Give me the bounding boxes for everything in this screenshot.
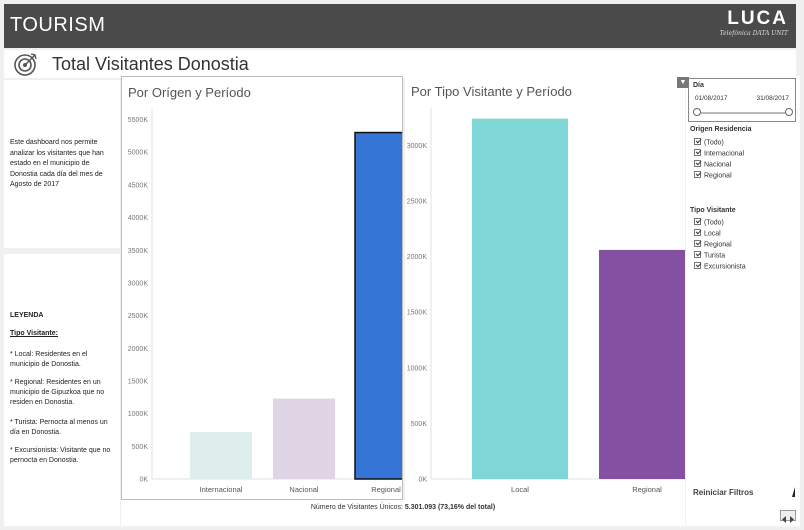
footer-value: 5.301.093 (73,16% del total) [404, 504, 496, 511]
y-tick-label: 1500K [128, 378, 149, 385]
y-tick-label: 4500K [128, 182, 149, 189]
pager-nav-icon[interactable] [780, 510, 796, 523]
y-tick-label: 500K [132, 444, 149, 451]
checkbox-icon[interactable] [694, 160, 701, 167]
brand-name: LUCA [727, 8, 788, 29]
legend-item-turista: * Turista: Pernocta al menos un día en D… [10, 419, 108, 436]
y-tick-label: 500K [411, 421, 428, 428]
x-tick-label: Regional [371, 485, 401, 494]
date-slider-start-handle[interactable] [693, 108, 701, 116]
option-label: (Todo) [704, 139, 724, 147]
y-tick-label: 0K [139, 477, 148, 484]
y-tick-label: 3500K [128, 248, 149, 255]
app-header: TOURISM LUCA Telefónica DATA UNIT [4, 4, 796, 48]
y-tick-label: 0K [418, 477, 427, 484]
page-title: Total Visitantes Donostia [52, 54, 249, 74]
y-tick-label: 2500K [128, 313, 149, 320]
tipo-option-regional[interactable]: Regional [694, 240, 732, 251]
x-tick-label: Internacional [200, 485, 243, 494]
option-label: Excursionista [704, 263, 746, 271]
y-tick-label: 1500K [407, 310, 428, 317]
x-tick-label: Nacional [289, 485, 319, 494]
title-row: Total Visitantes Donostia [4, 50, 796, 78]
legend-subtitle: Tipo Visitante: [10, 330, 58, 337]
origen-option-nacional[interactable]: Nacional [694, 160, 732, 171]
checkbox-icon[interactable] [694, 229, 701, 236]
reset-filters-button[interactable]: Reiniciar Filtros [693, 488, 754, 497]
date-filter-label: Día [693, 82, 704, 89]
tipo-option-turista[interactable]: Turista [694, 251, 726, 262]
checkbox-icon[interactable] [694, 218, 701, 225]
legend-item-local: * Local: Residentes en el municipio de D… [10, 351, 88, 368]
chart-origen: Por Orígen y Período 0K 500K 1000K 1500K 200… [121, 76, 403, 500]
tipo-option-excursionista[interactable]: Excursionista [694, 262, 746, 273]
tipo-filter-label: Tipo Visitante [690, 207, 736, 214]
checkbox-icon[interactable] [694, 262, 701, 269]
checkbox-icon[interactable] [694, 251, 701, 258]
bar-local[interactable] [472, 118, 568, 479]
date-slider-track[interactable] [695, 112, 789, 114]
y-tick-label: 2500K [407, 198, 428, 205]
y-tick-label: 1000K [407, 365, 428, 372]
origen-option-internacional[interactable]: Internacional [694, 149, 745, 160]
origen-option-todo[interactable]: (Todo) [694, 138, 724, 149]
y-tick-label: 3000K [407, 143, 428, 150]
date-filter: ▼ Día 01/08/2017 31/08/2017 [677, 77, 796, 122]
origen-option-regional[interactable]: Regional [694, 171, 732, 182]
footer-summary: Número de Visitantes Únicos: 5.301.093 (… [121, 504, 685, 511]
option-label: Turista [704, 252, 726, 260]
tipo-option-todo[interactable]: (Todo) [694, 218, 724, 229]
checkbox-icon[interactable] [694, 171, 701, 178]
chart-tipo: Por Tipo Visitante y Período 0K 500K 1000K… [405, 76, 685, 500]
footer-label: Número de Visitantes Únicos: [310, 504, 403, 511]
app-title: TOURISM [10, 14, 106, 36]
legend-item-regional: * Regional: Residentes en un municipio d… [10, 379, 105, 406]
tipo-option-local[interactable]: Local [694, 229, 721, 240]
y-tick-label: 4000K [128, 215, 149, 222]
bar-regional[interactable] [599, 249, 685, 479]
checkbox-icon[interactable] [694, 149, 701, 156]
date-end: 31/08/2017 [756, 95, 789, 102]
option-label: Internacional [704, 150, 745, 158]
bar-nacional[interactable] [273, 398, 335, 479]
bar-regional[interactable] [354, 131, 402, 480]
x-tick-label: Local [511, 485, 529, 494]
y-tick-label: 5000K [128, 150, 149, 157]
y-tick-label: 2000K [128, 346, 149, 353]
description-panel: Este dashboard nos permite analizar los … [4, 80, 120, 248]
chart-tipo-svg: 0K 500K 1000K 1500K 2000K 2500K 3000K Local Regi… [407, 108, 685, 494]
target-icon [14, 53, 37, 76]
y-tick-label: 2000K [407, 254, 428, 261]
date-start: 01/08/2017 [695, 95, 728, 102]
y-tick-label: 3000K [128, 280, 149, 287]
option-label: Nacional [704, 161, 732, 169]
brand-logo: LUCA Telefónica DATA UNIT [718, 8, 788, 42]
origen-filter-label: Origen Residencia [690, 126, 752, 133]
y-tick-label: 5500K [128, 117, 149, 124]
option-label: (Todo) [704, 219, 724, 227]
option-label: Regional [704, 241, 732, 249]
legend-panel: LEYENDA Tipo Visitante: * Local: Residen… [4, 254, 120, 526]
legend-title: LEYENDA [10, 312, 44, 319]
date-slider-end-handle[interactable] [785, 108, 793, 116]
option-label: Local [704, 230, 721, 238]
x-tick-label: Regional [632, 485, 662, 494]
option-label: Regional [704, 172, 732, 180]
brand-subtitle: Telefónica DATA UNIT [719, 30, 788, 37]
y-tick-label: 1000K [128, 411, 149, 418]
cursor-icon [792, 487, 795, 497]
chart-title: Por Tipo Visitante y Período [411, 84, 572, 99]
legend-item-excursionista: * Excursionista: Visitante que no pernoc… [10, 447, 111, 464]
dropdown-toggle-icon[interactable]: ▼ [677, 77, 689, 88]
description-text: Este dashboard nos permite analizar los … [10, 139, 104, 188]
checkbox-icon[interactable] [694, 240, 701, 247]
chart-origen-svg: 0K 500K 1000K 1500K 2000K 2500K 3000K 3500K 4000… [128, 109, 402, 494]
filter-panel: ▼ Día 01/08/2017 31/08/2017 Origen Resid… [677, 76, 800, 526]
bar-internacional[interactable] [190, 431, 252, 479]
footer-panel: Número de Visitantes Únicos: 5.301.093 (… [121, 500, 685, 526]
chart-title: Por Orígen y Período [128, 85, 251, 100]
checkbox-icon[interactable] [694, 138, 701, 145]
